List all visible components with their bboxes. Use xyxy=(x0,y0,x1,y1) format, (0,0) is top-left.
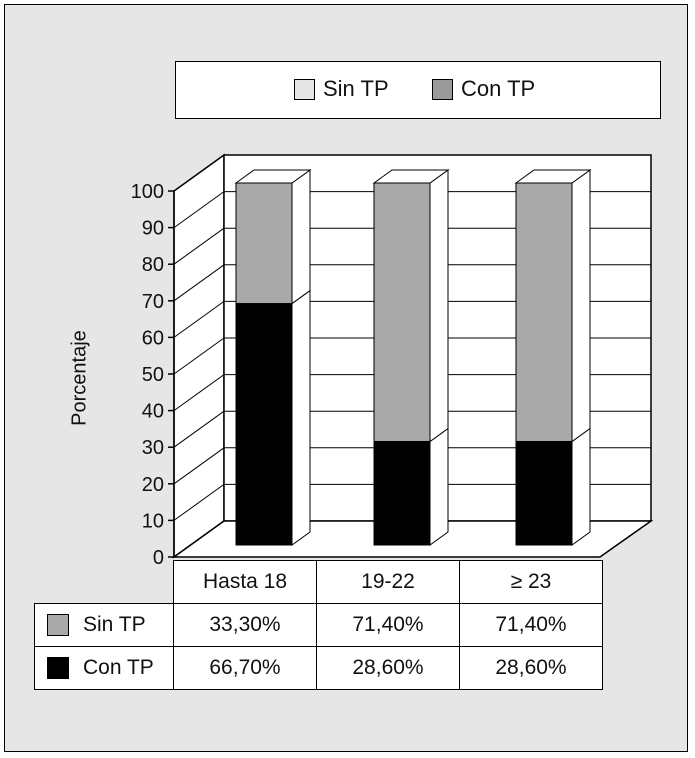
gridline xyxy=(173,300,225,338)
bar-segment xyxy=(235,182,293,305)
legend-item-con-tp: Con TP xyxy=(432,75,535,103)
table-row-header: Con TP xyxy=(34,646,174,690)
y-tick-label: 20 xyxy=(142,474,164,496)
table-cell: 33,30% xyxy=(173,603,317,647)
table-corner xyxy=(35,561,174,604)
data-table: Hasta 18 19-22 ≥ 23 Sin TP 33,30% 71,40%… xyxy=(34,560,603,690)
bar-segment xyxy=(515,182,573,442)
y-tick-label: 80 xyxy=(142,254,164,276)
table-cell: 71,40% xyxy=(316,603,460,647)
y-tick-label: 30 xyxy=(142,437,164,459)
bar-side xyxy=(429,427,449,546)
y-tick-label: 90 xyxy=(142,218,164,240)
gridline xyxy=(173,154,225,192)
gridline xyxy=(173,264,225,302)
legend-item-sin-tp: Sin TP xyxy=(294,75,389,103)
legend-swatch-con-tp xyxy=(432,78,453,100)
row-swatch-con-tp xyxy=(47,657,69,679)
gridline xyxy=(173,337,225,375)
gridline xyxy=(173,374,225,412)
table-cell: 28,60% xyxy=(459,646,603,690)
bar-top xyxy=(372,169,450,184)
table-row-sin-tp: Sin TP 33,30% 71,40% 71,40% xyxy=(34,603,603,647)
row-label-sin-tp: Sin TP xyxy=(83,613,146,636)
y-tick-label: 100 xyxy=(131,181,164,203)
bar-segment xyxy=(515,440,573,546)
table-row-con-tp: Con TP 66,70% 28,60% 28,60% xyxy=(34,646,603,690)
gridline xyxy=(173,191,225,229)
bar-segment xyxy=(373,182,431,442)
gridline xyxy=(173,447,225,485)
table-header-cell: ≥ 23 xyxy=(459,560,603,604)
gridline xyxy=(173,227,225,265)
y-tick-label: 40 xyxy=(142,401,164,423)
y-tick-label: 0 xyxy=(153,547,164,569)
bar-top xyxy=(234,169,312,184)
gridline xyxy=(173,483,225,521)
row-label-con-tp: Con TP xyxy=(83,656,154,679)
legend-label-con-tp: Con TP xyxy=(461,76,536,101)
y-tick-label: 50 xyxy=(142,364,164,386)
row-swatch-sin-tp xyxy=(47,614,69,636)
bar-segment xyxy=(373,440,431,546)
bar-top xyxy=(514,169,592,184)
bar-side xyxy=(291,289,311,546)
table-cell: 66,70% xyxy=(173,646,317,690)
bar-side xyxy=(571,169,591,443)
y-tick-label: 60 xyxy=(142,327,164,349)
y-tick-label: 10 xyxy=(142,510,164,532)
bar-side xyxy=(571,427,591,546)
table-header-cell: Hasta 18 xyxy=(173,560,317,604)
bar-side xyxy=(291,169,311,305)
bar-segment xyxy=(235,303,293,546)
legend-swatch-sin-tp xyxy=(294,78,315,100)
table-row-header: Sin TP xyxy=(34,603,174,647)
table-header-cell: 19-22 xyxy=(316,560,460,604)
table-header-row: Hasta 18 19-22 ≥ 23 xyxy=(35,560,603,604)
legend-label-sin-tp: Sin TP xyxy=(323,76,389,101)
bar-side xyxy=(429,169,449,443)
table-cell: 28,60% xyxy=(316,646,460,690)
chart-legend: Sin TP Con TP xyxy=(175,61,661,119)
y-tick-label: 70 xyxy=(142,291,164,313)
gridline xyxy=(173,410,225,448)
table-cell: 71,40% xyxy=(459,603,603,647)
